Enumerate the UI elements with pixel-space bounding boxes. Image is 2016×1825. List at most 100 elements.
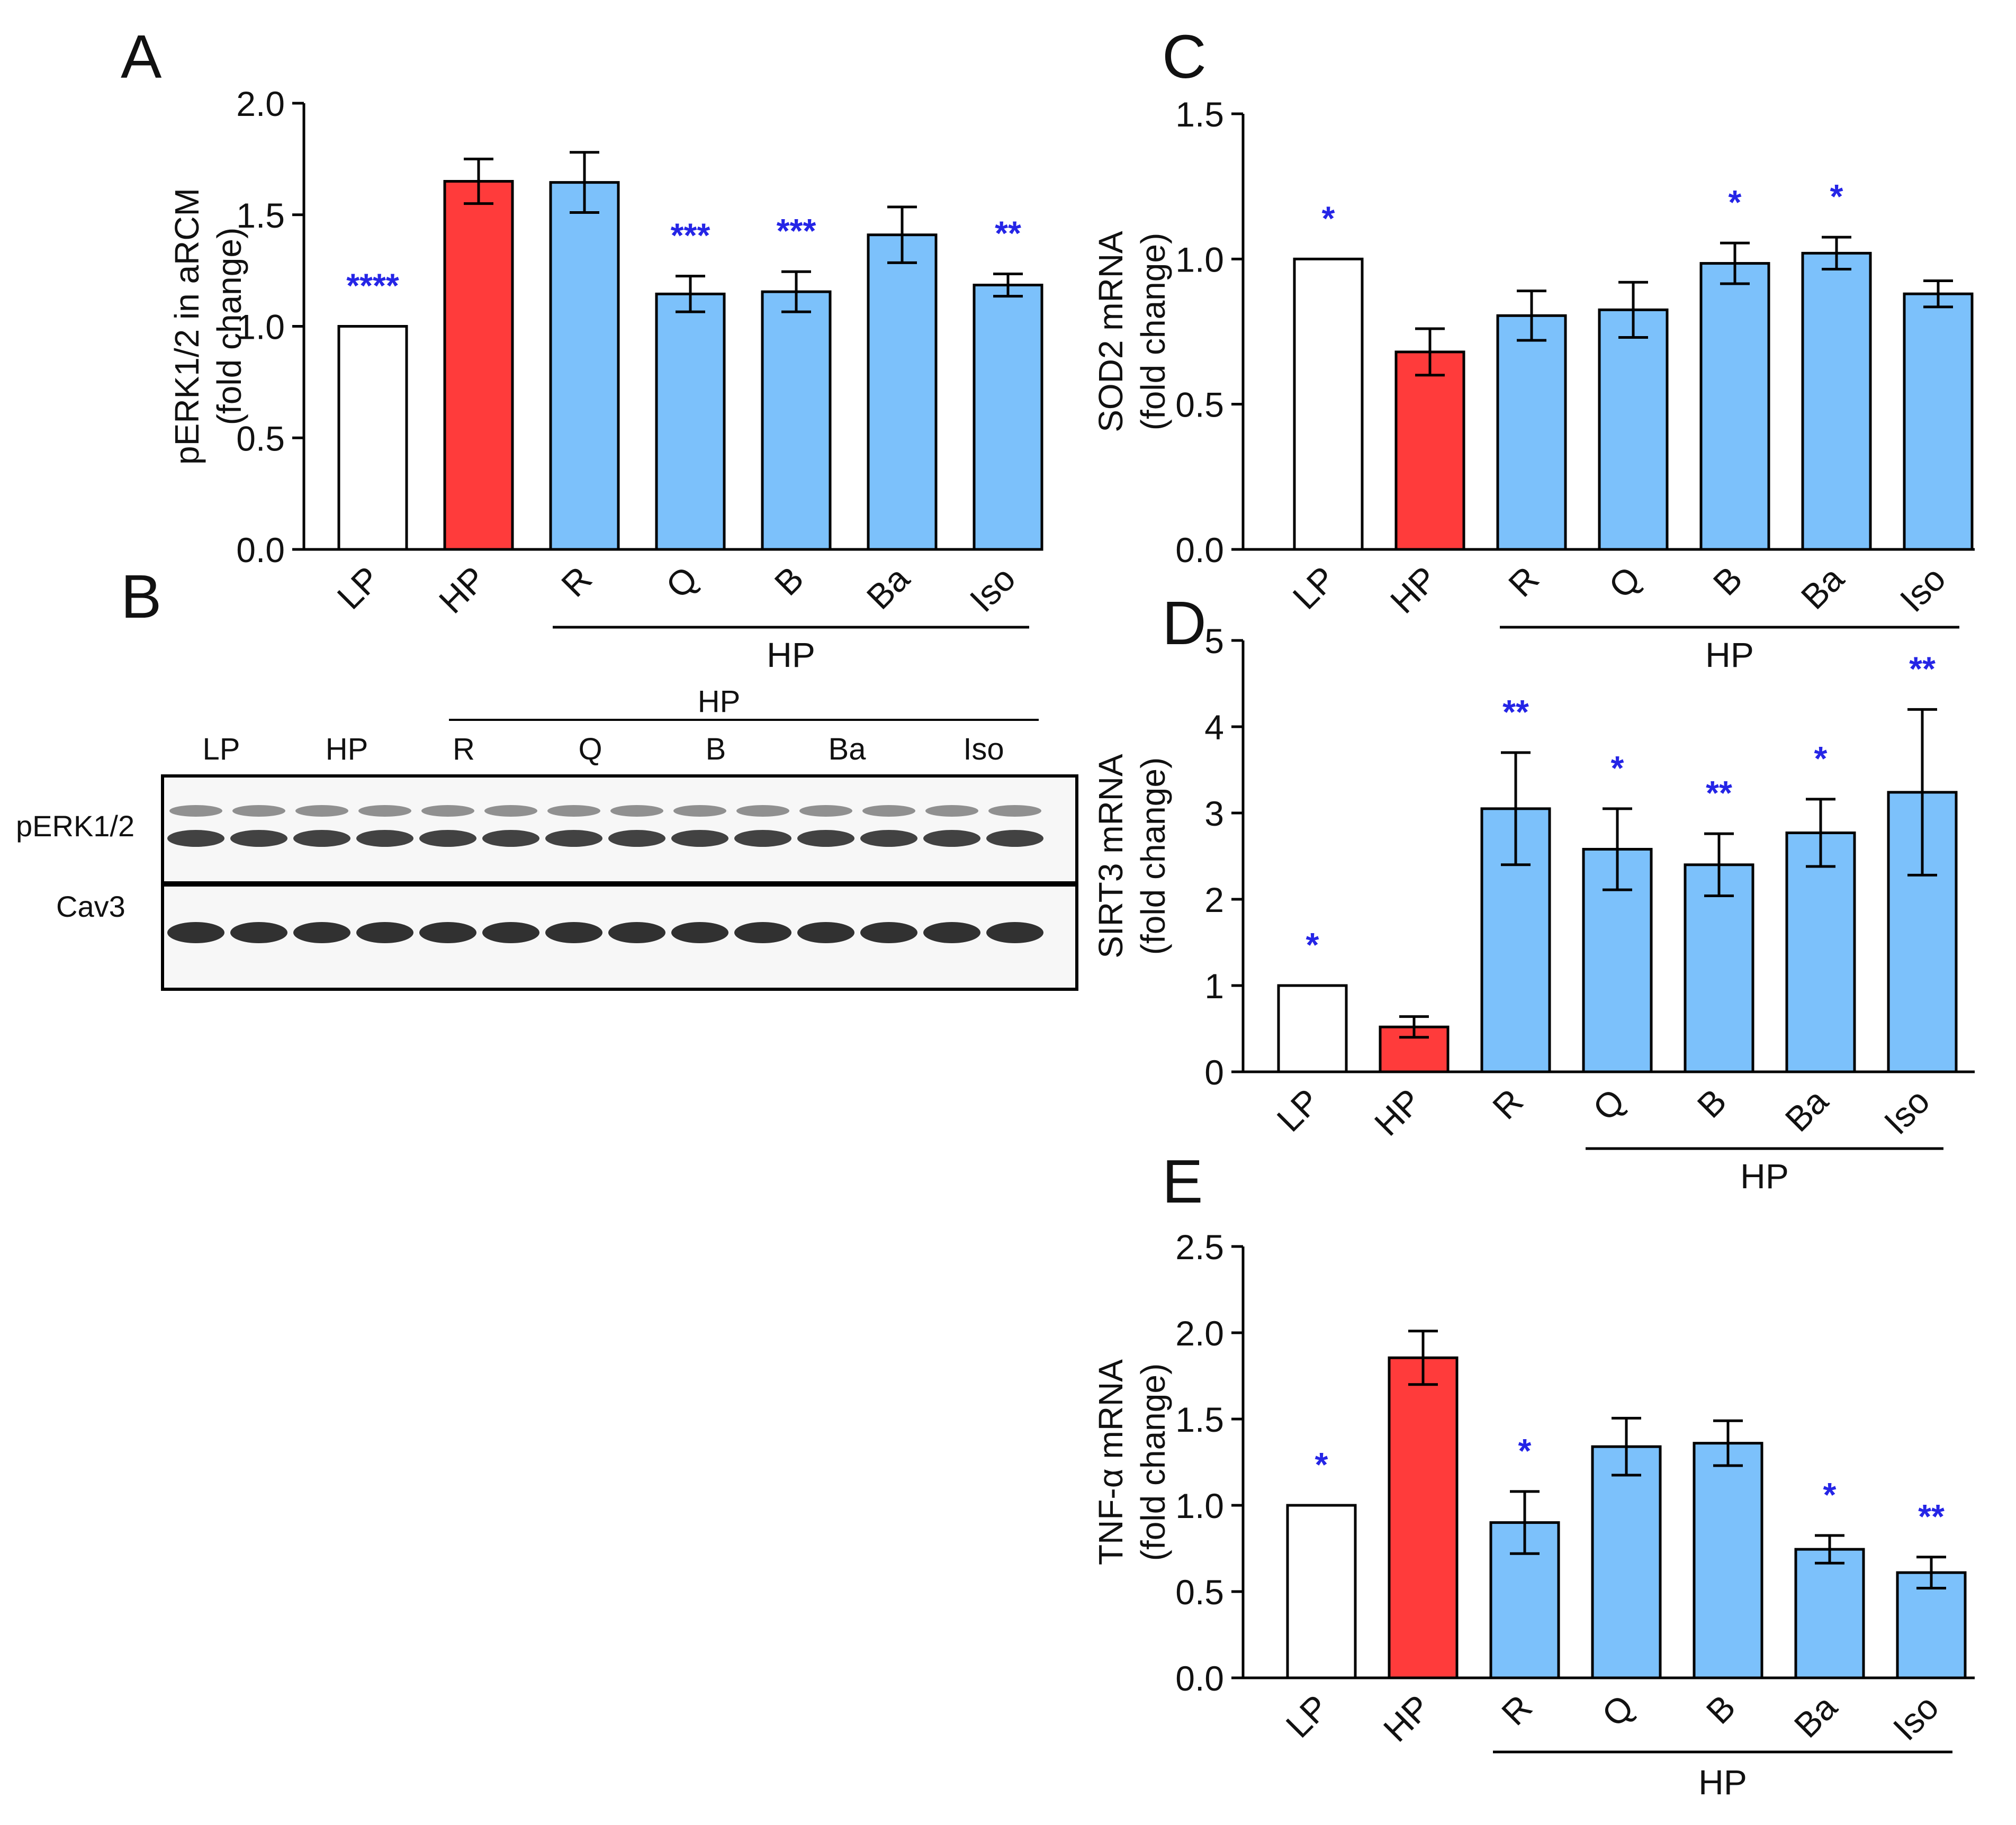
significance-q: *** xyxy=(671,216,710,255)
band-perk-lower xyxy=(860,830,917,847)
blot-header-label: HP xyxy=(698,684,741,719)
band-perk-upper xyxy=(988,805,1041,817)
band-perk-upper xyxy=(547,805,600,817)
x-tick-label-r: R xyxy=(554,559,599,604)
blot-row-label-perk: pERK1/2 xyxy=(16,809,134,843)
blot-group: HP LP HP R Q B Ba Iso pERK1/2 Cav3 xyxy=(16,684,1078,991)
y-tick-label: 5 xyxy=(1204,621,1224,661)
group-label: HP xyxy=(1698,1763,1747,1802)
x-tick-label-ba: Ba xyxy=(1777,1081,1835,1139)
y-tick-label: 2.5 xyxy=(1175,1227,1224,1267)
blot-lane-label: Iso xyxy=(963,732,1004,766)
y-axis-label-line: (fold change) xyxy=(210,228,248,426)
y-axis-label-line: SOD2 mRNA xyxy=(1092,231,1130,432)
significance-r: * xyxy=(1518,1432,1532,1470)
band-perk-lower xyxy=(482,830,539,847)
significance-q: * xyxy=(1611,749,1624,787)
band-perk-lower xyxy=(797,830,854,847)
band-cav3 xyxy=(671,922,728,943)
x-tick-label-q: Q xyxy=(1585,1081,1632,1128)
x-tick-label-r: R xyxy=(1485,1081,1531,1127)
bar-iso xyxy=(1896,1571,1967,1679)
band-perk-lower xyxy=(671,830,728,847)
y-tick-label: 1.5 xyxy=(236,196,285,235)
y-axis-label: SOD2 mRNA (fold change) xyxy=(1092,231,1172,432)
blot-box-perk xyxy=(161,774,1078,884)
band-perk-upper xyxy=(358,805,411,817)
bar-r xyxy=(549,181,620,551)
band-cav3 xyxy=(419,922,476,943)
y-tick-label: 4 xyxy=(1204,708,1224,747)
y-axis-label: SIRT3 mRNA (fold change) xyxy=(1092,754,1172,959)
x-tick-label-ba: Ba xyxy=(859,558,917,617)
band-perk-lower xyxy=(986,830,1043,847)
band-cav3 xyxy=(608,922,665,943)
significance-b: ** xyxy=(1706,774,1732,812)
y-axis-label-line: TNF-α mRNA xyxy=(1092,1359,1130,1565)
significance-ba: * xyxy=(1830,177,1843,215)
band-perk-upper xyxy=(484,805,537,817)
x-tick-label-b: B xyxy=(1698,1687,1742,1731)
blot-lane-label: B xyxy=(706,732,726,766)
x-tick-label-r: R xyxy=(1494,1687,1540,1733)
band-perk-upper xyxy=(862,805,915,817)
y-tick-label: 2.0 xyxy=(1175,1314,1224,1353)
y-axis-label-line: (fold change) xyxy=(1134,757,1172,955)
y-tick-label: 0.5 xyxy=(1175,1573,1224,1612)
y-tick-label: 0.5 xyxy=(236,419,285,458)
band-perk-upper xyxy=(925,805,978,817)
significance-b: * xyxy=(1729,183,1742,221)
bar-b xyxy=(1684,863,1754,1073)
chart-a: 0.0 0.5 1.0 1.5 2.0 pERK1/2 in aRCM (fold chan… xyxy=(168,84,1043,674)
band-perk-lower xyxy=(734,830,791,847)
bar-lp xyxy=(1277,984,1348,1073)
y-tick-label: 2.0 xyxy=(236,84,285,123)
band-perk-upper xyxy=(673,805,726,817)
bar-lp xyxy=(1286,1504,1357,1679)
band-cav3 xyxy=(734,922,791,943)
x-tick-label-hp: HP xyxy=(1367,1081,1429,1143)
bar-ba xyxy=(867,233,938,551)
y-tick-label: 0.0 xyxy=(1175,1659,1224,1698)
band-perk-lower xyxy=(356,830,413,847)
bar-q xyxy=(655,292,726,551)
panel-letter-a: A xyxy=(121,22,162,91)
significance-iso: ** xyxy=(1909,649,1936,688)
band-cav3 xyxy=(482,922,539,943)
x-tick-label-hp: HP xyxy=(1383,559,1445,621)
band-perk-upper xyxy=(736,805,789,817)
significance-lp: * xyxy=(1315,1445,1328,1484)
significance-lp: * xyxy=(1322,199,1335,237)
significance-iso: ** xyxy=(1918,1497,1945,1535)
bar-ba xyxy=(1785,831,1856,1073)
blot-lane-label: Ba xyxy=(829,732,867,766)
blot-lane-label: HP xyxy=(326,732,368,766)
y-tick-label: 1.0 xyxy=(1175,240,1224,279)
band-perk-upper xyxy=(610,805,663,817)
significance-b: *** xyxy=(777,212,816,250)
band-perk-lower xyxy=(230,830,287,847)
x-tick-label-ba: Ba xyxy=(1786,1687,1844,1745)
x-tick-label-ba: Ba xyxy=(1793,558,1851,617)
y-tick-label: 1.5 xyxy=(1175,95,1224,134)
x-tick-label-q: Q xyxy=(1601,559,1648,606)
x-tick-label-lp: LP xyxy=(1285,559,1343,617)
group-label: HP xyxy=(1740,1157,1789,1196)
band-cav3 xyxy=(545,922,602,943)
x-tick-label-lp: LP xyxy=(329,559,387,617)
band-cav3 xyxy=(986,922,1043,943)
band-perk-lower xyxy=(923,830,980,847)
x-tick-label-iso: Iso xyxy=(1876,1081,1937,1142)
y-axis-label-line: SIRT3 mRNA xyxy=(1092,754,1130,959)
band-perk-upper xyxy=(169,805,222,817)
panel-letter-d: D xyxy=(1162,589,1207,657)
y-tick-label: 1.0 xyxy=(1175,1486,1224,1525)
x-tick-label-hp: HP xyxy=(1376,1687,1438,1749)
band-perk-lower xyxy=(293,830,350,847)
y-tick-label: 1.0 xyxy=(236,308,285,347)
y-tick-label: 1.5 xyxy=(1175,1400,1224,1439)
group-label: HP xyxy=(767,635,815,674)
blot-lane-label: Q xyxy=(578,732,602,766)
y-axis-label-line: (fold change) xyxy=(1134,1363,1172,1561)
